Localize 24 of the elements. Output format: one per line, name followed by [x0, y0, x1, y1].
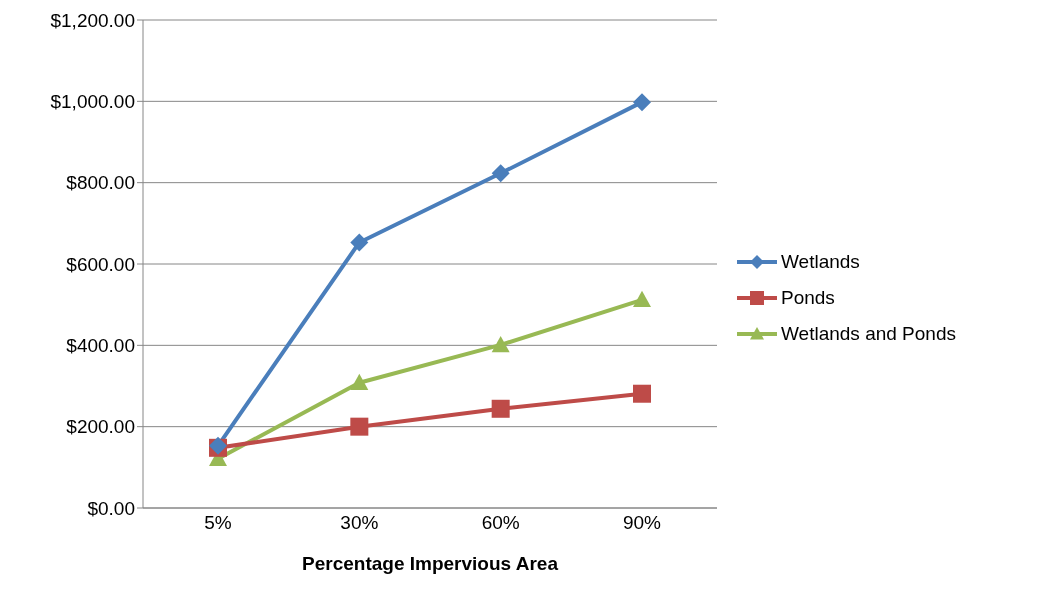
y-tick-label: $600.00	[66, 253, 135, 275]
y-tick-label: $200.00	[66, 416, 135, 438]
x-axis-title: Percentage Impervious Area	[302, 553, 559, 574]
y-tick-label: $400.00	[66, 335, 135, 357]
point	[633, 93, 651, 112]
x-tick-label: 60%	[481, 512, 520, 534]
point	[491, 335, 510, 353]
point	[350, 373, 369, 390]
legend-label: Wetlands and Ponds	[781, 323, 956, 345]
legend-label: Ponds	[781, 287, 835, 309]
point	[491, 164, 510, 183]
y-tick-label: $800.00	[66, 172, 135, 194]
point	[491, 399, 510, 418]
x-tick-label: 30%	[340, 512, 379, 534]
x-tick-label: 90%	[622, 512, 662, 534]
point	[633, 384, 651, 403]
x-tick-label: 5%	[204, 512, 232, 534]
point	[350, 417, 369, 436]
y-tick-label: $1,000.00	[50, 91, 135, 113]
point	[633, 290, 651, 307]
legend-label: Wetlands	[781, 251, 860, 273]
y-tick-label: $0.00	[87, 497, 135, 519]
y-tick-label: $1,200.00	[50, 9, 135, 31]
point	[350, 233, 369, 252]
